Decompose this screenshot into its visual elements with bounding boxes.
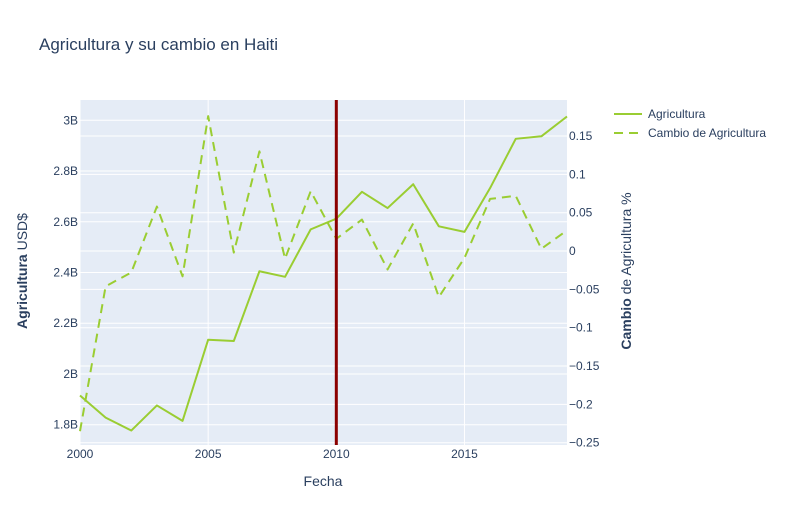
legend-label-cambio: Cambio de Agricultura <box>648 126 766 140</box>
series-line-agricultura <box>79 115 568 432</box>
y-tick-label: 2B <box>63 367 78 381</box>
y2-tick-label: −0.1 <box>569 321 593 335</box>
x-tick-label: 2015 <box>451 447 478 461</box>
y-tick-label: 3B <box>63 113 78 127</box>
y-tick-label: 2.4B <box>53 266 78 280</box>
y2-tick-label: −0.15 <box>569 359 600 373</box>
x-tick-label: 2000 <box>67 447 94 461</box>
x-tick-label: 2005 <box>195 447 222 461</box>
y-axis-title-bold: Agricultura <box>14 254 30 329</box>
y2-axis-title: Cambio de Agricultura % <box>618 192 634 349</box>
y-tick-label: 2.6B <box>53 215 78 229</box>
legend-item-cambio[interactable]: Cambio de Agricultura <box>614 126 766 140</box>
y2-tick-label: −0.05 <box>569 282 600 296</box>
y2-tick-label: −0.2 <box>569 397 593 411</box>
x-axis-title: Fecha <box>304 473 343 489</box>
legend-item-agricultura[interactable]: Agricultura <box>614 107 706 121</box>
y2-tick-label: 0.1 <box>569 167 586 181</box>
legend-label-agricultura: Agricultura <box>648 107 706 121</box>
y-axis-title: Agricultura USD$ <box>14 213 30 329</box>
y2-tick-label: −0.25 <box>569 436 600 450</box>
series-line-cambio <box>79 115 568 432</box>
y-axis-title-rest: USD$ <box>14 213 30 254</box>
y-tick-label: 2.2B <box>53 316 78 330</box>
y2-axis-title-rest: de Agricultura % <box>618 192 634 298</box>
grid <box>79 100 567 445</box>
y2-tick-label: 0.05 <box>569 206 593 220</box>
x-tick-label: 2010 <box>323 447 350 461</box>
chart-title: Agricultura y su cambio en Haiti <box>39 35 278 54</box>
series-layer <box>79 115 568 432</box>
y2-tick-label: 0.15 <box>569 129 593 143</box>
y-tick-label: 1.8B <box>53 418 78 432</box>
tick-labels: 2000 2005 2010 2015 1.8B 2B 2.2B 2.4B 2.6B 2.8B 3B… <box>53 113 599 461</box>
y2-tick-label: 0 <box>569 244 576 258</box>
legend[interactable]: Agricultura Cambio de Agricultura <box>614 107 766 140</box>
y-tick-label: 2.8B <box>53 164 78 178</box>
y2-axis-title-bold: Cambio <box>618 298 634 349</box>
